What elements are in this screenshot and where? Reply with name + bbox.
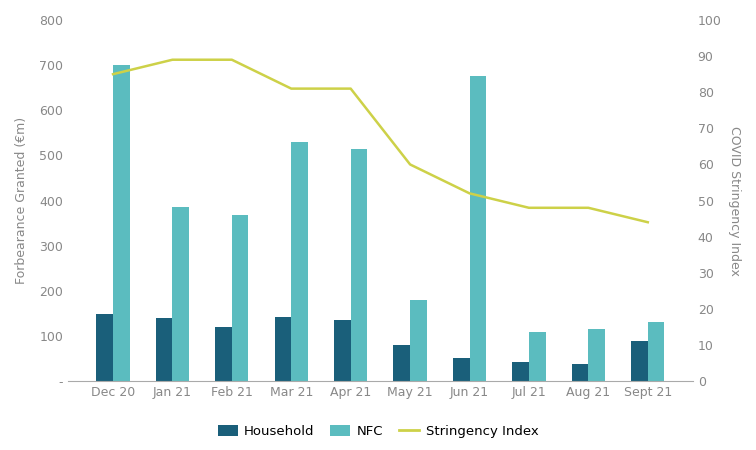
Bar (334, 320, 351, 381)
Bar (274, 317, 291, 381)
Bar (96, 315, 113, 381)
Bar (291, 142, 308, 381)
Bar (156, 318, 172, 381)
Bar (113, 65, 129, 381)
Line: Stringency Index: Stringency Index (113, 60, 648, 222)
Y-axis label: COVID Stringency Index: COVID Stringency Index (728, 126, 741, 275)
Bar (469, 76, 486, 381)
Stringency Index (465, 191, 474, 196)
Bar (410, 300, 426, 381)
Bar (513, 362, 529, 381)
Stringency Index (584, 205, 593, 211)
Bar (215, 327, 232, 381)
Bar (351, 148, 367, 381)
Stringency Index (346, 86, 355, 91)
Bar (453, 358, 469, 381)
Bar (529, 333, 546, 381)
Stringency Index (525, 205, 534, 211)
Bar (648, 323, 665, 381)
Bar (232, 215, 249, 381)
Bar (393, 345, 410, 381)
Stringency Index (168, 57, 177, 63)
Bar (588, 329, 605, 381)
Bar (172, 207, 189, 381)
Stringency Index (108, 72, 117, 77)
Legend: Household, NFC, Stringency Index: Household, NFC, Stringency Index (212, 420, 544, 443)
Stringency Index (643, 220, 652, 225)
Bar (631, 342, 648, 381)
Stringency Index (405, 162, 414, 167)
Stringency Index (287, 86, 296, 91)
Y-axis label: Forbearance Granted (€m): Forbearance Granted (€m) (15, 117, 28, 284)
Stringency Index (228, 57, 237, 63)
Bar (572, 364, 588, 381)
